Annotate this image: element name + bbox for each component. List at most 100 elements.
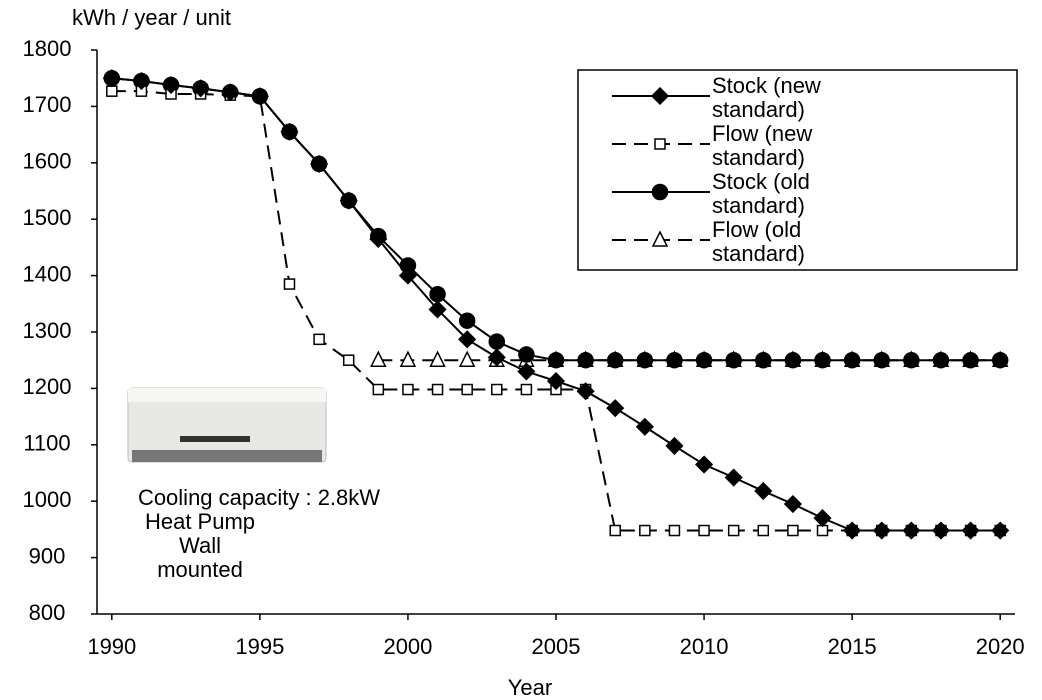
diamond-marker <box>250 87 269 106</box>
diamond-marker <box>695 455 714 474</box>
square-marker <box>787 524 799 537</box>
y-tick-label: 1700 <box>23 92 72 117</box>
y-tick-label: 1600 <box>23 149 72 174</box>
y-tick-label: 1200 <box>23 374 72 399</box>
square-marker <box>431 383 444 396</box>
circle-marker <box>755 351 772 369</box>
square-marker <box>342 354 355 366</box>
diamond-marker <box>576 382 595 401</box>
legend-label: Stock (old standard) <box>712 169 810 218</box>
diamond-marker <box>102 69 121 88</box>
x-tick-label: 2010 <box>680 634 729 659</box>
diamond-marker <box>487 348 506 367</box>
square-marker <box>106 85 118 97</box>
diamond-marker <box>665 436 684 455</box>
triangle-marker <box>458 350 476 367</box>
diamond-marker <box>724 468 743 487</box>
triangle-marker <box>651 230 669 247</box>
diamond-marker <box>991 521 1010 540</box>
diamond-marker <box>428 300 447 319</box>
square-marker <box>609 524 621 537</box>
diamond-marker <box>931 521 951 540</box>
diamond-marker <box>458 330 477 349</box>
annotation: Cooling capacity : 2.8kW <box>137 485 381 510</box>
diamond-marker <box>961 521 980 540</box>
circle-marker <box>695 351 713 369</box>
square-marker <box>491 383 503 396</box>
y-tick-label: 900 <box>29 543 66 568</box>
diamond-marker <box>783 494 802 514</box>
square-marker <box>372 383 385 396</box>
annotation: Heat Pump Wall mounted <box>144 509 256 582</box>
triangle-marker <box>429 350 446 367</box>
y-tick-label: 1400 <box>23 261 72 286</box>
legend-label: Flow (new standard) <box>712 121 813 170</box>
diamond-marker <box>843 521 862 540</box>
circle-marker <box>577 351 594 369</box>
y-tick-label: 1100 <box>23 431 70 456</box>
diamond-marker <box>872 521 891 540</box>
circle-marker <box>962 351 979 369</box>
square-marker <box>727 524 740 537</box>
diamond-marker <box>546 372 566 391</box>
square-marker <box>520 383 533 396</box>
square-marker <box>698 524 710 537</box>
triangle-marker <box>399 350 417 367</box>
x-axis-label: Year <box>507 675 553 700</box>
circle-marker <box>488 333 506 350</box>
square-marker <box>757 524 770 537</box>
legend-box <box>577 69 1018 271</box>
diamond-marker <box>902 521 921 540</box>
diamond-marker <box>813 509 832 528</box>
diamond-marker <box>280 122 299 141</box>
circle-marker <box>606 351 624 369</box>
square-marker <box>654 138 666 150</box>
circle-marker <box>666 351 683 369</box>
x-tick-label: 2000 <box>383 634 432 659</box>
y-tick-label: 1000 <box>23 487 72 512</box>
circle-marker <box>547 351 565 369</box>
circle-marker <box>814 351 831 369</box>
y-tick-label: 1800 <box>23 36 72 61</box>
y-axis-label: kWh / year / unit <box>72 5 231 30</box>
y-tick-label: 1500 <box>23 205 72 230</box>
circle-marker <box>518 346 535 363</box>
diamond-marker <box>369 229 388 249</box>
diamond-marker <box>650 86 670 106</box>
air-conditioner-icon <box>127 387 327 463</box>
diamond-marker <box>606 399 625 418</box>
square-marker <box>402 383 414 396</box>
x-tick-label: 1995 <box>235 634 284 659</box>
circle-marker <box>651 183 669 201</box>
square-marker <box>313 333 325 346</box>
square-marker <box>283 278 296 290</box>
square-marker <box>639 524 651 537</box>
circle-marker <box>784 351 802 369</box>
circle-marker <box>725 351 742 369</box>
circle-marker <box>991 351 1009 369</box>
diamond-marker <box>339 191 358 210</box>
square-marker <box>461 383 473 396</box>
circle-marker <box>903 351 920 369</box>
circle-marker <box>873 351 890 369</box>
diamond-marker <box>221 83 240 102</box>
x-tick-label: 2020 <box>976 634 1025 659</box>
circle-marker <box>843 351 861 369</box>
diamond-marker <box>310 154 329 173</box>
x-tick-label: 2005 <box>532 634 581 659</box>
diamond-marker <box>398 266 417 285</box>
diamond-marker <box>517 362 536 381</box>
diamond-marker <box>754 481 773 501</box>
legend-label: Flow (old standard) <box>712 217 805 266</box>
triangle-marker <box>370 350 387 367</box>
circle-marker <box>458 312 476 329</box>
diamond-marker <box>132 71 151 91</box>
circle-marker <box>636 351 654 369</box>
diamond-marker <box>191 79 210 98</box>
circle-marker <box>932 351 950 369</box>
circle-marker <box>429 285 446 303</box>
x-tick-label: 2015 <box>828 634 877 659</box>
y-tick-label: 800 <box>29 600 66 625</box>
